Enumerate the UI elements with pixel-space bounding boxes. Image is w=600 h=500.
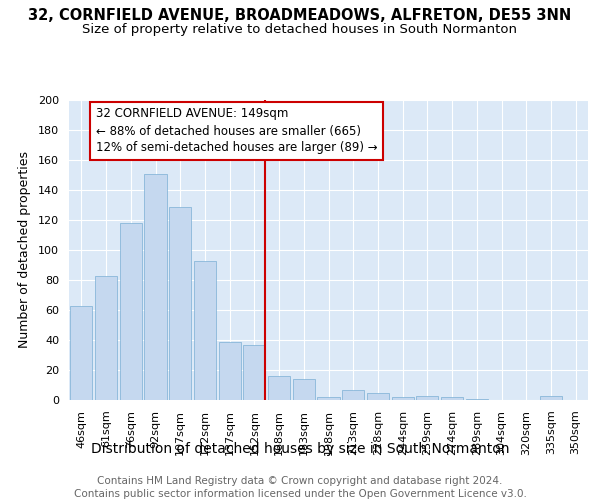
Text: Size of property relative to detached houses in South Normanton: Size of property relative to detached ho… — [83, 22, 517, 36]
Bar — [268, 376, 290, 400]
Bar — [169, 206, 191, 400]
Bar — [441, 397, 463, 400]
Bar — [243, 344, 265, 400]
Bar — [293, 379, 315, 400]
Text: Distribution of detached houses by size in South Normanton: Distribution of detached houses by size … — [91, 442, 509, 456]
Bar — [194, 260, 216, 400]
Bar — [392, 397, 414, 400]
Bar — [70, 306, 92, 400]
Bar — [416, 396, 439, 400]
Y-axis label: Number of detached properties: Number of detached properties — [18, 152, 31, 348]
Text: Contains public sector information licensed under the Open Government Licence v3: Contains public sector information licen… — [74, 489, 526, 499]
Bar — [95, 276, 117, 400]
Bar — [367, 392, 389, 400]
Bar — [317, 397, 340, 400]
Text: 32, CORNFIELD AVENUE, BROADMEADOWS, ALFRETON, DE55 3NN: 32, CORNFIELD AVENUE, BROADMEADOWS, ALFR… — [28, 8, 572, 22]
Bar — [119, 223, 142, 400]
Bar — [145, 174, 167, 400]
Bar — [540, 396, 562, 400]
Text: Contains HM Land Registry data © Crown copyright and database right 2024.: Contains HM Land Registry data © Crown c… — [97, 476, 503, 486]
Text: 32 CORNFIELD AVENUE: 149sqm
← 88% of detached houses are smaller (665)
12% of se: 32 CORNFIELD AVENUE: 149sqm ← 88% of det… — [95, 108, 377, 154]
Bar — [342, 390, 364, 400]
Bar — [466, 398, 488, 400]
Bar — [218, 342, 241, 400]
